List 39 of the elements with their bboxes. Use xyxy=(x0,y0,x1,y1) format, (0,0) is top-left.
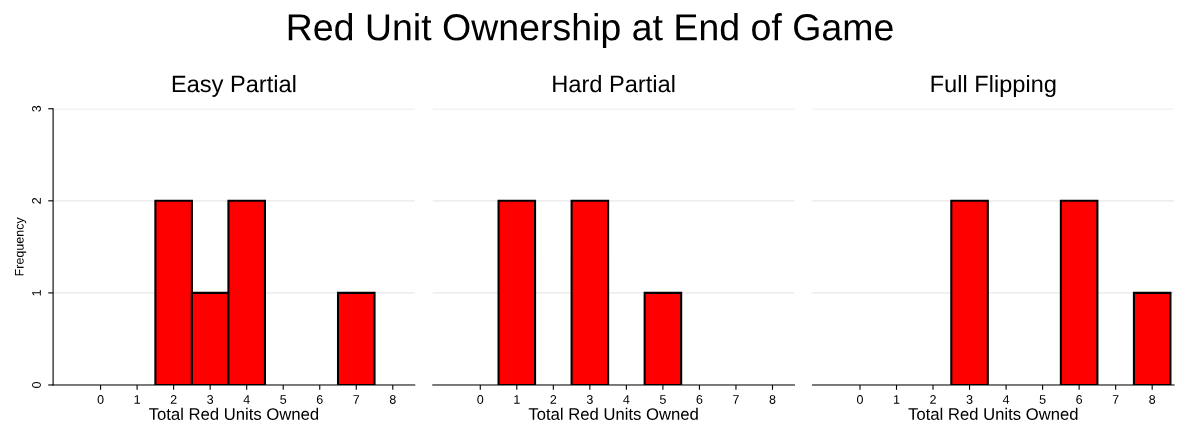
y-tick-label: 3 xyxy=(32,105,41,112)
y-tick-label: 2 xyxy=(32,197,41,204)
x-tick-label: 6 xyxy=(316,395,323,404)
x-tick-label: 5 xyxy=(1039,395,1046,404)
x-axis-title: Total Red Units Owned xyxy=(528,407,698,420)
text: Red Unit Ownership at End of Game xyxy=(288,13,893,49)
y-tick-label: 1 xyxy=(32,290,41,296)
x-tick-label: 7 xyxy=(353,395,360,404)
x-tick-label: 1 xyxy=(514,395,520,404)
x-tick-label: 3 xyxy=(966,395,973,404)
x-tick-label: 2 xyxy=(170,395,177,404)
y-axis-title: Frequency xyxy=(14,217,27,276)
chart-title: Full Flipping xyxy=(931,74,1056,97)
x-tick-label: 0 xyxy=(856,395,863,404)
chart-title: Easy Partial xyxy=(172,74,296,97)
x-tick-label: 4 xyxy=(623,395,630,404)
x-tick-label: 5 xyxy=(659,395,666,404)
x-tick-label: 0 xyxy=(477,395,484,404)
x-tick-label: 1 xyxy=(134,395,140,404)
x-tick-label: 1 xyxy=(893,395,900,404)
x-tick-label: 0 xyxy=(97,395,104,404)
x-tick-label: 2 xyxy=(550,395,557,404)
x-tick-label: 3 xyxy=(207,395,214,404)
chart-title: Hard Partial xyxy=(553,74,675,93)
x-tick-label: 4 xyxy=(243,395,250,404)
x-tick-label: 8 xyxy=(769,395,776,404)
x-axis-title: Total Red Units Owned xyxy=(908,407,1078,420)
x-tick-label: 6 xyxy=(1076,395,1083,404)
x-tick-label: 2 xyxy=(930,395,936,404)
x-tick-label: 8 xyxy=(389,395,396,404)
x-tick-label: 8 xyxy=(1149,395,1156,404)
y-tick-label: 0 xyxy=(32,381,41,388)
x-tick-label: 4 xyxy=(1002,395,1010,404)
x-tick-label: 7 xyxy=(1112,395,1119,404)
x-tick-label: 6 xyxy=(696,395,703,404)
x-tick-label: 7 xyxy=(733,395,739,404)
x-tick-label: 3 xyxy=(586,395,593,404)
x-axis-title: Total Red Units Owned xyxy=(149,407,319,420)
x-tick-label: 5 xyxy=(280,395,287,404)
